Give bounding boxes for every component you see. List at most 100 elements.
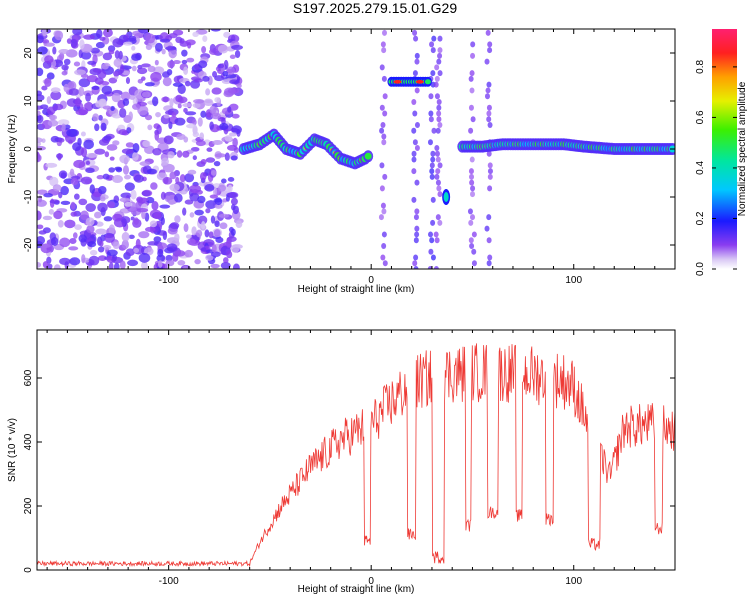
noise-cell <box>94 211 102 219</box>
noise-cell <box>37 110 41 117</box>
streak-cell <box>487 254 493 261</box>
noise-cell <box>128 234 135 240</box>
spectrogram-heatmap <box>37 29 675 269</box>
noise-cell <box>199 172 207 181</box>
noise-cell <box>97 80 110 86</box>
streak-cell <box>470 214 476 221</box>
noise-cell <box>49 176 59 187</box>
noise-cell <box>114 50 120 59</box>
streak-cell <box>471 231 477 238</box>
streak-cell <box>487 168 493 175</box>
noise-cell <box>175 176 180 184</box>
streak-cell <box>414 208 420 215</box>
noise-cell <box>208 231 214 239</box>
noise-cell <box>97 70 107 79</box>
streak-cell <box>382 29 388 36</box>
noise-cell <box>141 190 151 197</box>
noise-cell <box>118 129 128 136</box>
noise-cell <box>197 117 203 127</box>
streak-cell <box>437 162 443 169</box>
noise-cell <box>99 196 106 202</box>
streak-cell <box>485 87 491 94</box>
noise-cell <box>122 165 130 175</box>
noise-cell <box>145 196 155 204</box>
noise-cell <box>214 153 227 158</box>
noise-cell <box>192 31 199 38</box>
noise-cell <box>53 210 63 220</box>
snr-ytick-label: 0 <box>23 567 34 573</box>
streak-cell <box>486 150 492 157</box>
noise-cell <box>231 44 244 51</box>
noise-cell <box>96 174 104 180</box>
noise-cell <box>144 145 155 155</box>
streak-cell <box>411 196 417 203</box>
streak-cell <box>487 173 493 180</box>
streak-cell <box>470 116 476 123</box>
noise-cell <box>42 261 49 269</box>
noise-cell <box>182 102 193 108</box>
noise-cell <box>132 142 140 153</box>
noise-cell <box>136 196 143 203</box>
noise-cell <box>221 178 227 184</box>
noise-cell <box>131 53 141 61</box>
snr-axes: -100 0 100 0 200 400 600 <box>23 330 676 587</box>
noise-cell <box>186 123 197 129</box>
noise-cell <box>99 240 104 247</box>
noise-cell <box>231 113 240 119</box>
streak-cell <box>413 35 419 42</box>
noise-cell <box>81 254 86 264</box>
noise-cell <box>108 77 118 84</box>
noise-cell <box>132 151 139 161</box>
noise-cell <box>135 238 141 249</box>
noise-cell <box>195 140 206 147</box>
noise-cell <box>165 259 175 267</box>
noise-cell <box>75 109 88 116</box>
streak-cell <box>414 231 420 238</box>
noise-cell <box>87 241 97 248</box>
noise-cell <box>79 210 89 221</box>
streak-cell <box>411 150 417 157</box>
noise-cell <box>45 162 58 168</box>
noise-cell <box>81 147 88 158</box>
spectrogram-ytick-label: 0 <box>23 146 34 152</box>
noise-cell <box>160 217 165 225</box>
noise-cell <box>72 142 82 152</box>
noise-cell <box>145 33 156 44</box>
noise-cell <box>131 45 136 51</box>
noise-cell <box>184 173 195 183</box>
spectrogram-xlabel: Height of straight line (km) <box>298 284 415 295</box>
noise-cell <box>141 91 151 98</box>
colorbar-tick-label: 0.4 <box>695 161 706 175</box>
streak-cell <box>435 179 441 186</box>
streak-cell <box>379 104 385 111</box>
noise-cell <box>103 29 113 38</box>
noise-cell <box>174 250 186 257</box>
streak-cell <box>428 116 434 123</box>
streak-cell <box>467 208 473 215</box>
noise-cell <box>174 117 186 126</box>
noise-cell <box>92 113 100 122</box>
noise-cell <box>219 122 229 131</box>
streak-cell <box>414 52 420 59</box>
noise-cell <box>194 209 204 216</box>
noise-cell <box>211 244 217 253</box>
streak-cell <box>381 75 387 82</box>
colorbar-label: Normalized spectral amplitude <box>737 81 748 216</box>
noise-cell <box>225 239 232 248</box>
noise-cell <box>132 103 141 110</box>
noise-cell <box>144 82 155 87</box>
noise-cell <box>112 140 120 146</box>
noise-cell <box>102 173 110 180</box>
noise-cell <box>61 123 66 132</box>
noise-cell <box>213 229 221 237</box>
noise-cell <box>230 244 240 253</box>
noise-cell <box>126 127 132 134</box>
noise-cell <box>41 29 48 37</box>
spectrogram-ytick-label: 10 <box>23 95 34 107</box>
noise-cell <box>52 46 57 55</box>
noise-cell <box>226 66 235 75</box>
streak-cell <box>413 237 419 244</box>
spectrogram-xtick-label: 100 <box>565 275 582 286</box>
streak-cell <box>436 185 442 192</box>
